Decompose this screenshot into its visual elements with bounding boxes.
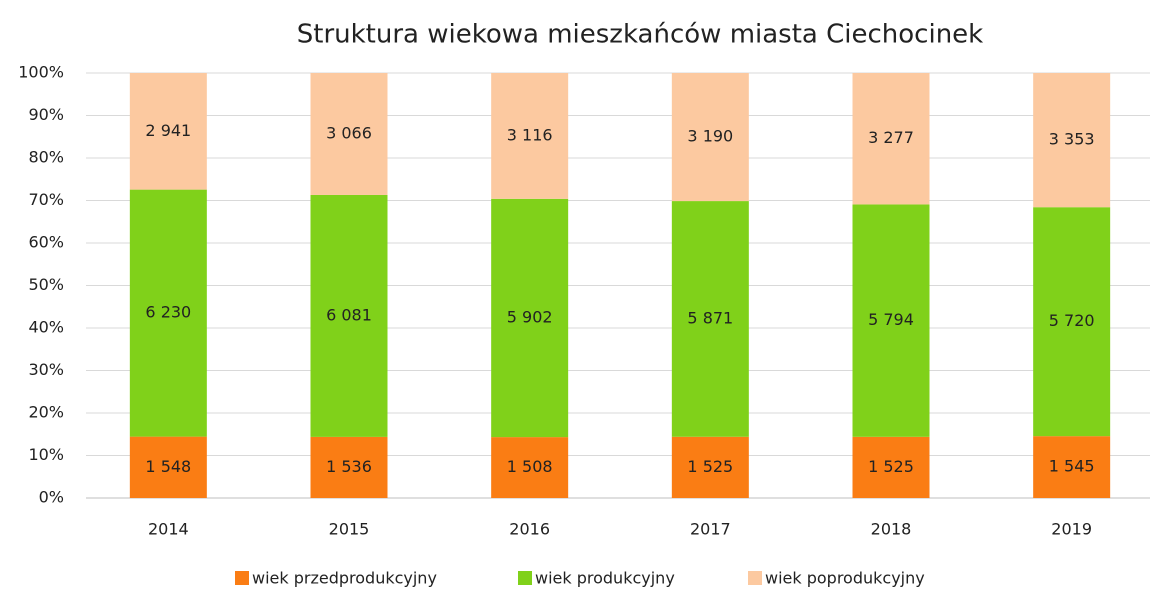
data-label: 3 190 bbox=[687, 127, 733, 146]
legend-label: wiek produkcyjny bbox=[535, 569, 675, 588]
bar-segment bbox=[852, 73, 930, 205]
data-label: 6 081 bbox=[326, 305, 372, 324]
bar-segment bbox=[310, 73, 388, 195]
y-tick-label: 100% bbox=[18, 63, 64, 82]
legend-label: wiek poprodukcyjny bbox=[765, 569, 925, 588]
data-label: 5 902 bbox=[507, 307, 553, 326]
data-label: 1 508 bbox=[507, 457, 553, 476]
bar-segment bbox=[491, 198, 569, 438]
y-tick-label: 70% bbox=[28, 190, 64, 209]
data-label: 6 230 bbox=[145, 303, 191, 322]
data-label: 1 545 bbox=[1049, 457, 1095, 476]
bar-segment bbox=[491, 437, 569, 498]
x-tick-label: 2016 bbox=[509, 520, 550, 539]
bar-segment bbox=[310, 194, 388, 437]
data-label: 3 353 bbox=[1049, 130, 1095, 149]
y-tick-label: 10% bbox=[28, 445, 64, 464]
bar-segment bbox=[671, 201, 749, 437]
chart-title: Struktura wiekowa mieszkańców miasta Cie… bbox=[297, 20, 983, 50]
legend-swatch bbox=[235, 571, 249, 585]
bar-segment bbox=[129, 189, 207, 437]
bar-segment bbox=[310, 436, 388, 498]
y-tick-label: 40% bbox=[28, 318, 64, 337]
bar-segment bbox=[1033, 436, 1111, 498]
bar-segment bbox=[1033, 207, 1111, 437]
bar-segment bbox=[671, 73, 749, 202]
y-tick-label: 30% bbox=[28, 360, 64, 379]
bar-segment bbox=[671, 436, 749, 498]
x-tick-label: 2019 bbox=[1051, 520, 1092, 539]
bar-segment bbox=[852, 436, 930, 498]
legend-label: wiek przedprodukcyjny bbox=[252, 569, 437, 588]
data-label: 3 116 bbox=[507, 125, 553, 144]
bar-segment bbox=[129, 436, 207, 498]
data-label: 1 536 bbox=[326, 457, 372, 476]
legend-swatch bbox=[518, 571, 532, 585]
y-tick-label: 60% bbox=[28, 233, 64, 252]
data-label: 5 720 bbox=[1049, 311, 1095, 330]
data-label: 5 871 bbox=[687, 308, 733, 327]
data-label: 1 525 bbox=[687, 457, 733, 476]
x-tick-label: 2018 bbox=[871, 520, 912, 539]
x-tick-label: 2017 bbox=[690, 520, 731, 539]
bar-segment bbox=[1033, 73, 1111, 208]
bar-segment bbox=[852, 204, 930, 437]
data-label: 3 277 bbox=[868, 128, 914, 147]
y-tick-label: 0% bbox=[39, 488, 64, 507]
data-label: 3 066 bbox=[326, 123, 372, 142]
data-label: 2 941 bbox=[145, 121, 191, 140]
x-tick-label: 2014 bbox=[148, 520, 189, 539]
data-label: 5 794 bbox=[868, 310, 914, 329]
y-tick-label: 80% bbox=[28, 148, 64, 167]
x-tick-label: 2015 bbox=[329, 520, 370, 539]
legend-swatch bbox=[748, 571, 762, 585]
y-tick-label: 90% bbox=[28, 105, 64, 124]
bar-segment bbox=[491, 73, 569, 199]
data-label: 1 548 bbox=[145, 457, 191, 476]
y-tick-label: 50% bbox=[28, 275, 64, 294]
bar-segment bbox=[129, 73, 207, 190]
y-tick-label: 20% bbox=[28, 403, 64, 422]
data-label: 1 525 bbox=[868, 457, 914, 476]
